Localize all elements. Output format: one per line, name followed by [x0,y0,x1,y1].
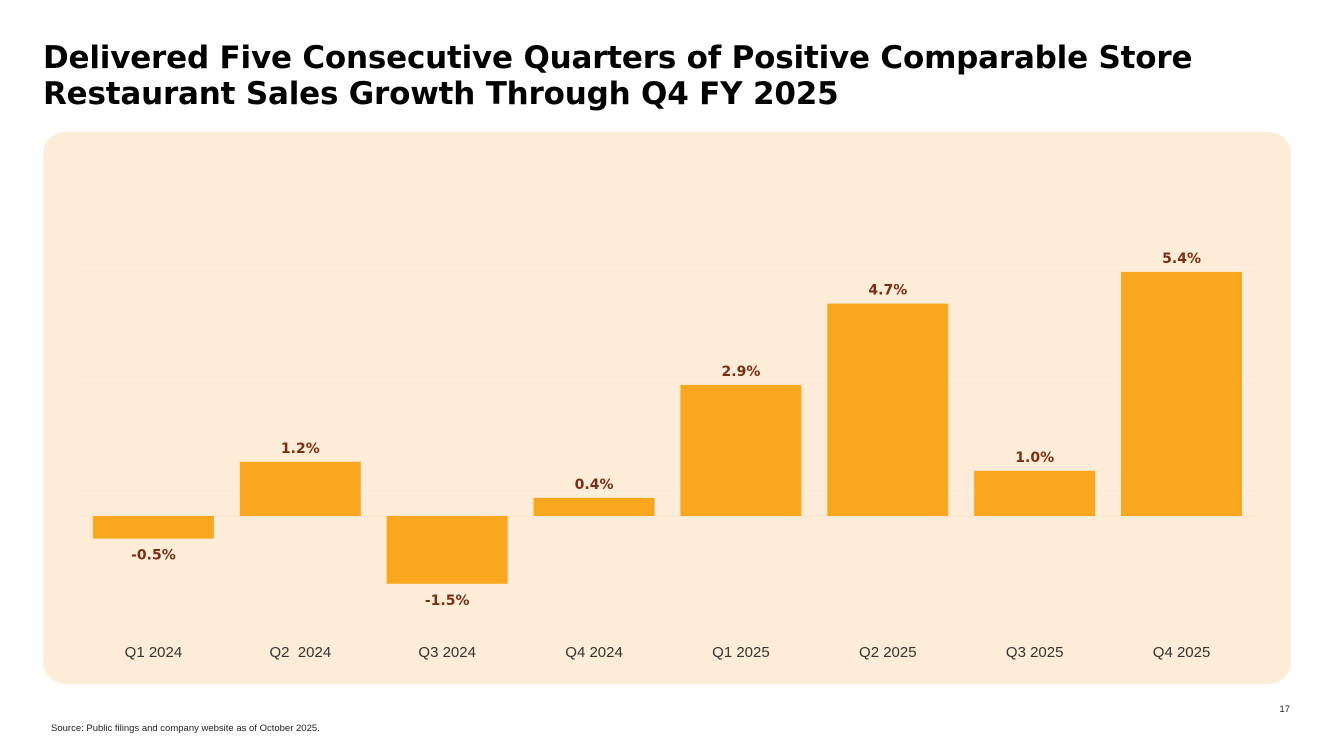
bar [533,497,655,516]
x-tick-label: Q3 2024 [418,644,476,661]
slide-title-line-2: Restaurant Sales Growth Through Q4 FY 20… [43,76,839,112]
source-note: Source: Public filings and company websi… [51,723,320,734]
x-tick-label: Q4 2024 [565,644,623,661]
slide-title-line-1: Delivered Five Consecutive Quarters of P… [43,40,1193,76]
chart-panel: -0.5% Q1 2024 1.2% Q2 2024 -1.5% Q3 2024 0.4% Q… [43,132,1291,684]
x-tick-label: Q3 2025 [1006,644,1064,661]
bar [974,470,1096,516]
data-label: 1.0% [1015,450,1054,466]
x-tick-label: Q1 2025 [712,644,770,661]
page-number: 17 [1279,704,1290,715]
data-label: 0.4% [575,477,614,493]
bar [239,461,361,516]
x-tick-label: Q2 2024 [269,644,331,661]
bar [827,303,949,516]
x-tick-label: Q2 2025 [859,644,917,661]
bar [680,384,802,516]
x-tick-label: Q4 2025 [1153,644,1211,661]
slide-title: Delivered Five Consecutive Quarters of P… [43,40,1243,112]
bar-chart: -0.5% Q1 2024 1.2% Q2 2024 -1.5% Q3 2024 0.4% Q… [80,251,1255,661]
data-label: 1.2% [281,441,320,457]
data-label: 5.4% [1162,251,1201,267]
bar [1121,271,1243,516]
x-tick-label: Q1 2024 [125,644,183,661]
bar [386,516,508,584]
data-label: 2.9% [722,364,761,380]
data-label: -0.5% [131,548,176,564]
data-label: 4.7% [868,283,907,299]
bar [92,516,214,539]
data-label: -1.5% [425,593,470,609]
